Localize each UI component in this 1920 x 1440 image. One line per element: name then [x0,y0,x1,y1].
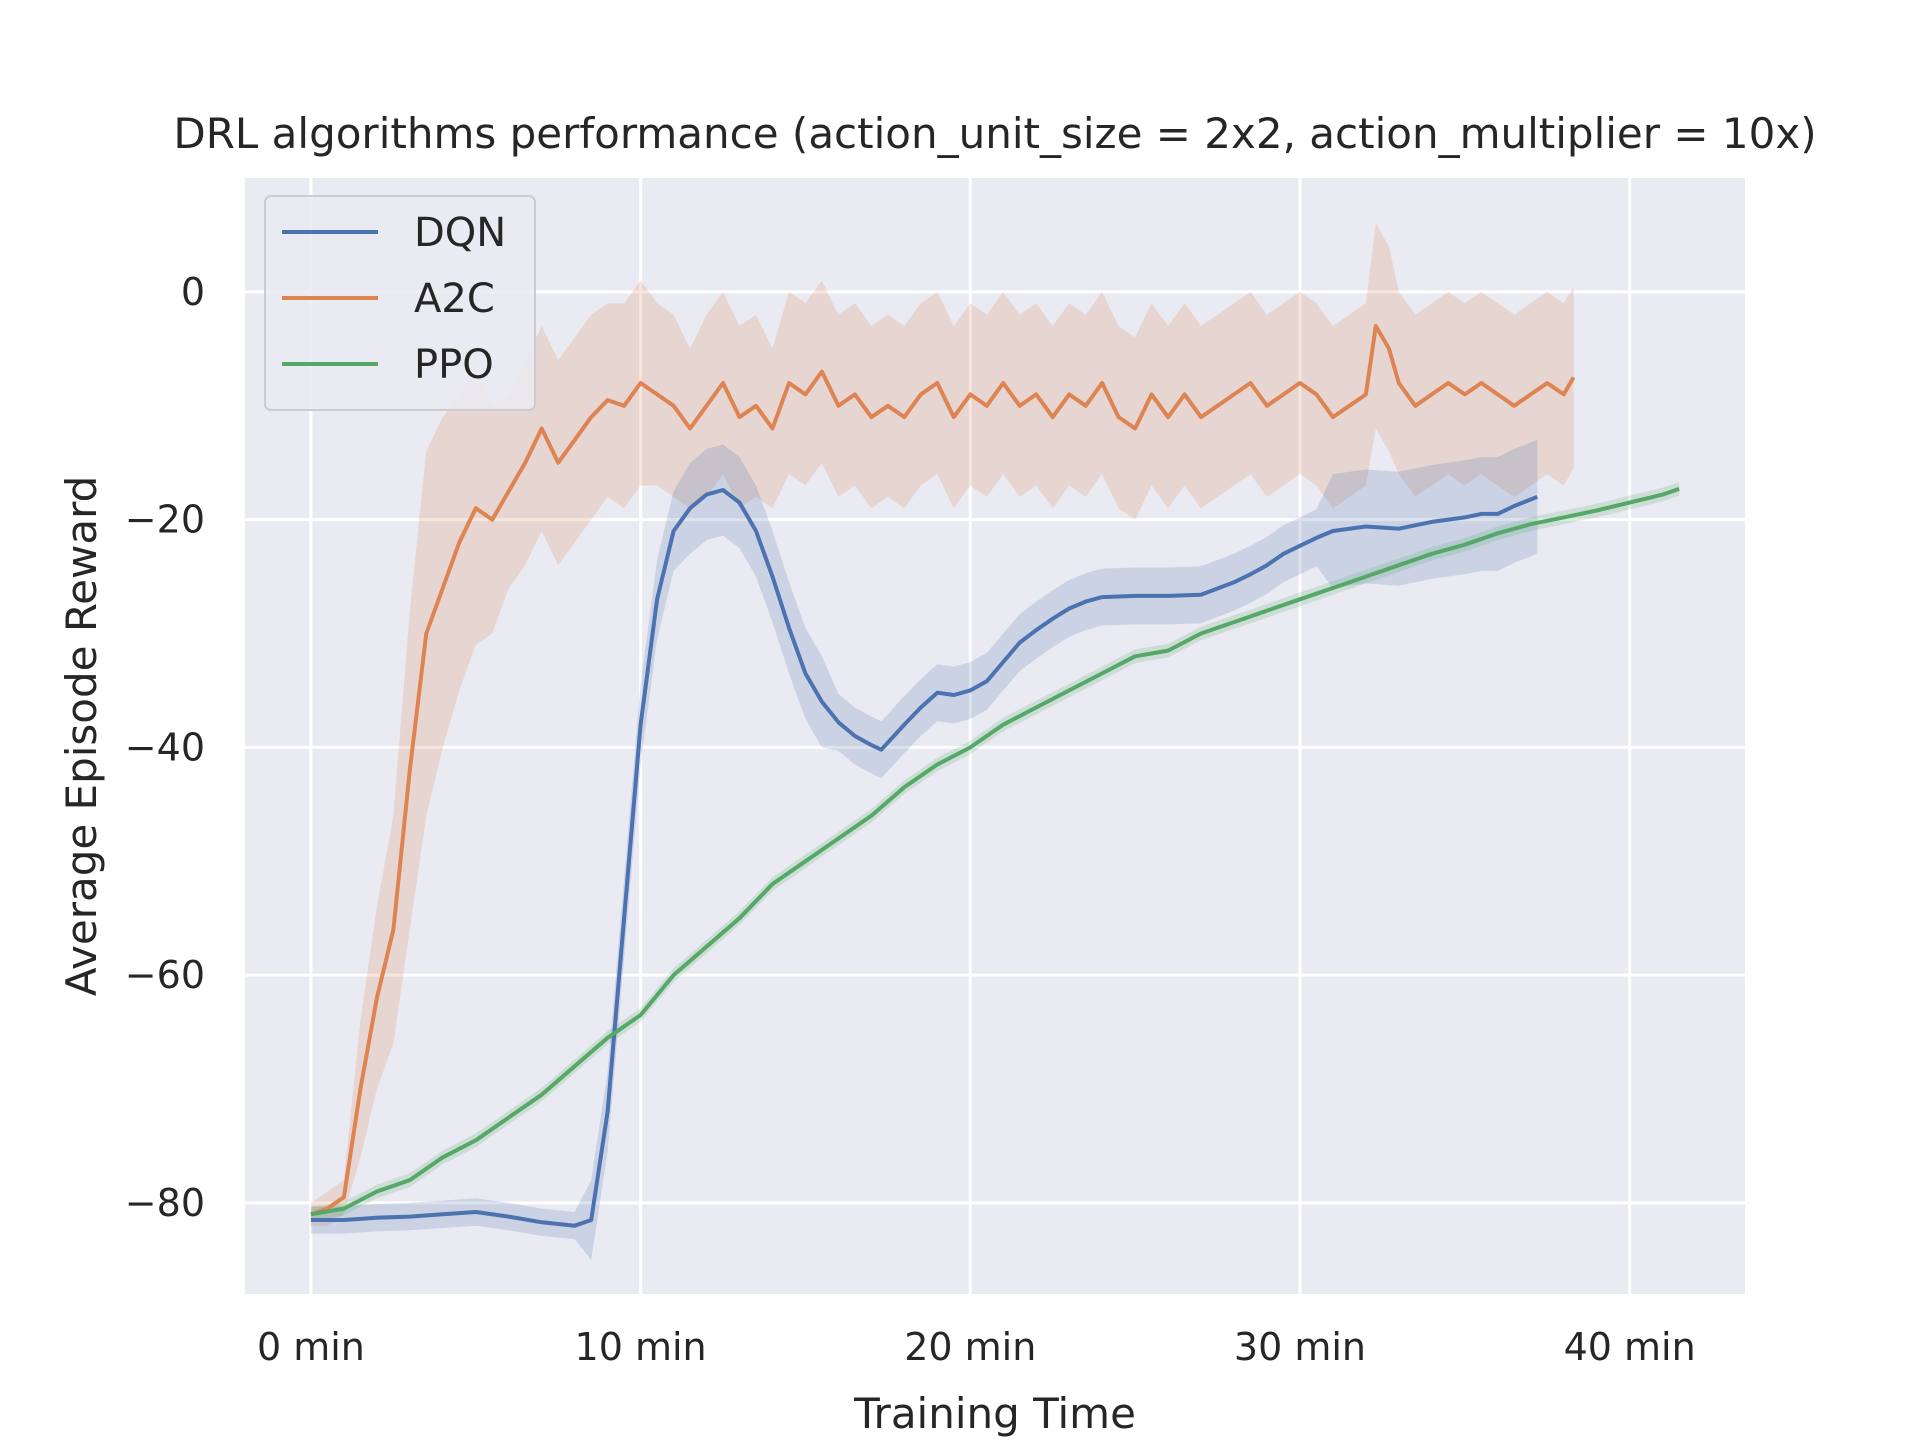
x-tick-label: 40 min [1564,1325,1696,1369]
series-line-ppo [310,487,1680,1217]
series-line-dqn [310,488,1539,1228]
x-tick-label: 30 min [1234,1325,1366,1369]
y-tick-label: −20 [125,498,205,542]
legend-label-dqn: DQN [414,210,506,256]
y-axis-label: Average Episode Reward [57,476,106,997]
x-tick-label: 10 min [575,1325,707,1369]
confidence-bands [310,223,1680,1260]
series-line-a2c [310,324,1576,1217]
legend-label-a2c: A2C [414,276,495,322]
series-lines [310,324,1680,1228]
y-tick-label: −80 [125,1181,205,1225]
x-tick-label: 20 min [904,1325,1036,1369]
y-tick-label: −40 [125,725,205,769]
y-tick-label: 0 [181,270,205,314]
legend: DQN A2C PPO [264,195,536,411]
x-axis-ticks: 0 min 10 min 20 min 30 min 40 min [257,1325,1696,1369]
y-tick-label: −60 [125,953,205,997]
chart-title: DRL algorithms performance (action_unit_… [173,109,1816,158]
x-axis-label: Training Time [853,1389,1136,1438]
x-tick-label: 0 min [257,1325,365,1369]
dqn-band [310,439,1538,1260]
legend-box [264,195,536,411]
a2c-band [310,223,1574,1226]
y-axis-ticks: 0 −20 −40 −60 −80 [125,270,205,1225]
legend-label-ppo: PPO [414,342,494,388]
